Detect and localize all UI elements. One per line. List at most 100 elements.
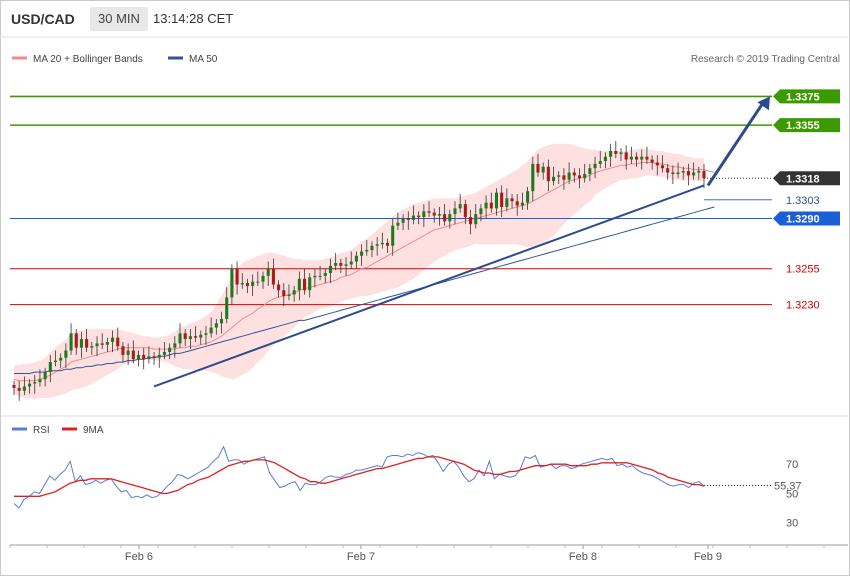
- candle-body: [266, 268, 270, 276]
- x-tick-label: Feb 8: [569, 551, 597, 563]
- candle-body: [572, 172, 576, 176]
- candle-body: [219, 318, 224, 324]
- resistance-tag-bg: [773, 89, 840, 104]
- candle-body: [635, 156, 639, 160]
- candle-body: [261, 275, 265, 282]
- candle-body: [59, 357, 63, 361]
- candle-body: [251, 281, 255, 286]
- candle-body: [598, 161, 602, 164]
- bollinger-bands: [14, 143, 704, 400]
- candle-body: [245, 283, 250, 286]
- candle-body: [173, 343, 177, 348]
- candle-body: [515, 201, 519, 206]
- candle-body: [645, 156, 649, 160]
- candle-body: [619, 152, 623, 154]
- x-axis: Feb 6 Feb 7 Feb 8 Feb 9: [9, 545, 825, 563]
- candle-body: [313, 275, 317, 278]
- candle-body: [557, 175, 561, 177]
- x-tick-label: Feb 7: [347, 551, 375, 563]
- rsi-legend-label: RSI: [33, 425, 50, 436]
- rsi-last-value: 55.37: [774, 481, 802, 493]
- candle-body: [43, 372, 47, 380]
- candle-body: [131, 350, 135, 360]
- candle-body: [427, 211, 431, 213]
- ma50-line: [14, 206, 715, 374]
- rsi-ma-legend-label: 9MA: [83, 425, 104, 436]
- candle-body: [271, 268, 275, 285]
- pivot-tag-bg: [773, 211, 840, 226]
- candle-body: [240, 283, 244, 285]
- candle-body: [168, 347, 172, 352]
- candle-body: [484, 202, 488, 209]
- last-price-tag-bg: [773, 171, 840, 186]
- pivot-tag: 1.3290: [786, 213, 820, 225]
- candle-body: [360, 251, 364, 256]
- candle-body: [287, 294, 291, 296]
- candle-body: [214, 323, 218, 328]
- candle-body: [692, 172, 696, 176]
- bollinger-band-fill: [14, 143, 704, 400]
- candle-body: [655, 162, 659, 166]
- candle-body: [660, 165, 665, 169]
- last-price-tag: 1.3318: [786, 173, 820, 185]
- candle-body: [552, 176, 556, 182]
- candle-body: [365, 250, 369, 252]
- candle-body: [494, 192, 499, 209]
- candle-body: [531, 163, 535, 192]
- candle-body: [526, 191, 530, 203]
- rsi-line: [13, 445, 705, 509]
- ma50-legend-label: MA 50: [189, 54, 218, 65]
- resistance-tag: 1.3355: [786, 120, 820, 132]
- candle-body: [463, 204, 467, 218]
- candle-body: [188, 336, 192, 340]
- candle-body: [90, 346, 94, 348]
- candle-body: [69, 333, 73, 351]
- x-tick-label: Feb 9: [694, 551, 722, 563]
- candle-body: [510, 198, 514, 202]
- candle-body: [297, 278, 301, 291]
- candle-body: [541, 166, 545, 173]
- candle-body: [116, 337, 120, 347]
- candle-body: [671, 172, 675, 174]
- candle-body: [458, 204, 462, 209]
- candle-body: [417, 215, 421, 218]
- candle-body: [79, 339, 83, 348]
- candle-body: [178, 333, 182, 344]
- candle-body: [225, 297, 229, 319]
- timeframe-button[interactable]: 30 MIN: [90, 7, 148, 31]
- candle-body: [334, 262, 338, 266]
- forecast-arrow-shaft: [706, 100, 766, 187]
- rsi-tick-label: 70: [786, 459, 798, 471]
- candle-body: [505, 198, 509, 207]
- candle-body: [282, 290, 286, 296]
- candle-body: [74, 333, 78, 348]
- candle-body: [162, 352, 166, 355]
- candle-body: [194, 336, 198, 338]
- rsi-tick-label: 50: [786, 488, 798, 500]
- candle-body: [448, 214, 452, 222]
- candle-body: [520, 202, 524, 206]
- candle-body: [385, 242, 390, 246]
- candle-body: [567, 172, 571, 180]
- candle-body: [302, 278, 307, 291]
- candle-body: [391, 225, 395, 246]
- symbol-label: USD/CAD: [11, 11, 75, 27]
- candle-body: [614, 150, 618, 154]
- candle-body: [183, 333, 187, 340]
- candle-body: [349, 261, 353, 265]
- candle-body: [157, 354, 161, 358]
- candle-body: [292, 290, 296, 295]
- candle-body: [48, 362, 52, 373]
- candle-body: [235, 268, 239, 285]
- candle-body: [142, 354, 146, 360]
- candle-body: [199, 334, 203, 338]
- candle-body: [318, 275, 322, 277]
- trend-line: [153, 184, 705, 388]
- candlesticks: [12, 140, 706, 401]
- candle-body: [443, 214, 447, 222]
- candle-body: [308, 277, 312, 291]
- support-tag: 1.3255: [786, 264, 820, 276]
- candle-body: [624, 152, 628, 160]
- candle-body: [583, 173, 587, 179]
- candle-body: [609, 150, 613, 157]
